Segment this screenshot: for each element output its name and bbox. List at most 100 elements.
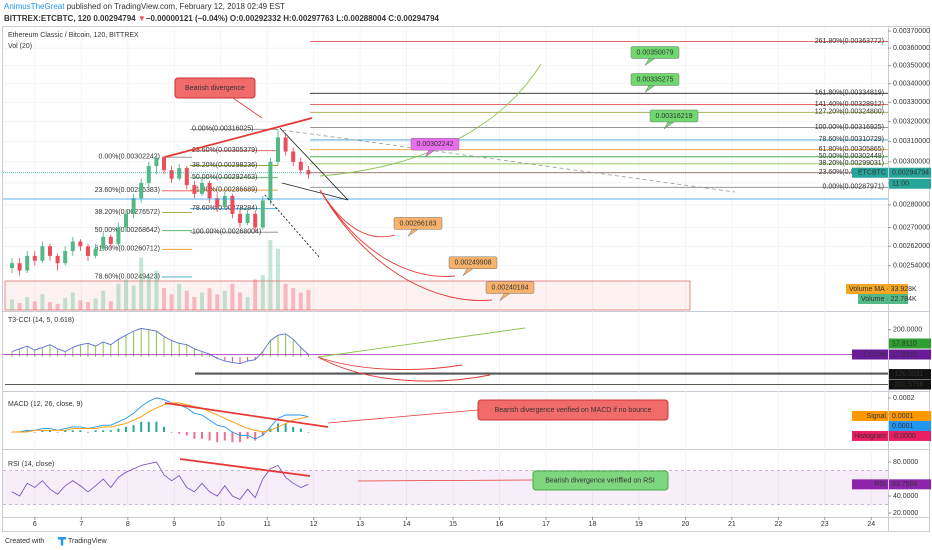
volume-bar bbox=[10, 299, 14, 310]
outer-frame bbox=[2, 26, 930, 532]
volume-bar bbox=[86, 302, 90, 310]
volume-bar bbox=[230, 283, 235, 310]
x-tick-label: 21 bbox=[728, 521, 736, 528]
annotation: Bearish divergence verified on MACD if n… bbox=[495, 407, 652, 414]
x-tick-label: 11 bbox=[264, 521, 271, 528]
fib-label: 141.40%(0.00328912) bbox=[815, 101, 884, 108]
x-tick-label: 15 bbox=[449, 521, 457, 528]
candle-body bbox=[200, 182, 204, 194]
macd-hist bbox=[201, 431, 203, 439]
annotation: Bearish divergence bbox=[185, 85, 245, 92]
badge-name: ETCBTC bbox=[858, 170, 886, 177]
candle-body bbox=[93, 248, 98, 256]
ohlc: O:0.00292332 bbox=[230, 14, 282, 23]
callout-label: 0.00350079 bbox=[637, 49, 674, 56]
fib-label: 38.20%(0.00276572) bbox=[95, 209, 160, 216]
pane-title: T3-CCI (14, 5, 0.618) bbox=[8, 317, 74, 324]
macd-divergence bbox=[164, 402, 329, 428]
callout-label: 0.00249908 bbox=[455, 260, 492, 267]
callout-box bbox=[485, 281, 535, 294]
x-tick-label: 13 bbox=[356, 521, 364, 528]
macd-hist bbox=[41, 430, 44, 432]
macd-hist bbox=[185, 431, 188, 436]
macd-hist bbox=[64, 430, 67, 432]
divergence-line bbox=[164, 117, 313, 158]
fib-label: 61.80%(0.00260712) bbox=[95, 246, 160, 253]
y-tick-label: 200.0000 bbox=[893, 327, 922, 334]
range-box bbox=[4, 280, 691, 311]
callout-label: 0.00316219 bbox=[656, 113, 693, 120]
pointer bbox=[357, 479, 534, 482]
candle-body bbox=[192, 185, 197, 194]
x-tick-label: 24 bbox=[867, 521, 875, 528]
macd-hist bbox=[307, 431, 310, 433]
badge-name: Histogram bbox=[854, 433, 886, 440]
candle-body bbox=[276, 137, 280, 162]
volume-bar bbox=[207, 288, 212, 310]
candle-body bbox=[10, 263, 14, 269]
pane-title: Vol (20) bbox=[8, 43, 32, 50]
fib-label: 50.00%(0.00292463) bbox=[192, 174, 257, 181]
macd-hist bbox=[33, 431, 36, 433]
volume-bar bbox=[169, 294, 174, 310]
volume-bar bbox=[17, 303, 22, 310]
fib-label: 38.20%(0.00299031) bbox=[819, 160, 884, 167]
y-tick-label: 0.00330000 bbox=[893, 99, 930, 106]
fib-label: 161.80%(0.00334819) bbox=[815, 90, 884, 97]
ohlc: H:0.00297763 bbox=[283, 14, 334, 23]
volume-bar bbox=[40, 294, 45, 310]
badge-box bbox=[846, 284, 908, 294]
grid bbox=[3, 27, 891, 520]
volume-bar bbox=[260, 275, 265, 310]
badge-value: 0.00294794 bbox=[892, 170, 929, 177]
fib-label: 23.60%(0.00286383) bbox=[95, 187, 160, 194]
x-tick-label: 9 bbox=[172, 521, 176, 528]
footer-brand[interactable]: TradingView bbox=[68, 538, 107, 545]
cci-line bbox=[11, 327, 309, 365]
callout-box bbox=[649, 109, 699, 123]
x-tick-label: 14 bbox=[403, 521, 411, 528]
badge-value: 17.8110 bbox=[892, 351, 917, 358]
badge-value: 0.0001 bbox=[892, 423, 914, 430]
candle-body bbox=[222, 196, 227, 208]
candle-body bbox=[154, 157, 159, 166]
candle-body bbox=[124, 213, 128, 228]
x-tick-label: 7 bbox=[79, 521, 83, 528]
candle-body bbox=[207, 182, 212, 199]
candle-body bbox=[230, 196, 235, 214]
candle-body bbox=[260, 200, 265, 228]
callout-box bbox=[630, 73, 680, 86]
x-tick-label: 10 bbox=[217, 521, 225, 528]
candle-body bbox=[32, 255, 37, 261]
y-tick-label: 0.00300000 bbox=[893, 159, 930, 166]
macd-hist bbox=[147, 421, 150, 432]
fib-label: 78.60%(0.00249423) bbox=[95, 273, 160, 280]
y-tick-label: 0.00280000 bbox=[893, 202, 930, 209]
fib-label: 0.00%(0.00287971) bbox=[823, 184, 885, 191]
rsi-band bbox=[3, 470, 888, 505]
volume-bar bbox=[131, 285, 136, 310]
fib-label: 50.00%(0.00302448) bbox=[819, 153, 884, 160]
series bbox=[3, 129, 888, 500]
header-line: AnimusTheGreat published on TradingView.… bbox=[4, 2, 285, 11]
y-tick-label: 0.00320000 bbox=[893, 118, 930, 125]
badge-name: Signal bbox=[867, 413, 887, 420]
volume-bar bbox=[184, 290, 189, 310]
candle-body bbox=[40, 246, 45, 261]
x-tick-label: 19 bbox=[635, 521, 643, 528]
last: 0.00294794 bbox=[93, 14, 136, 23]
macd-hist bbox=[94, 430, 97, 432]
volume-bar bbox=[32, 301, 37, 310]
badge-name-box bbox=[852, 167, 888, 178]
volume-bar bbox=[70, 292, 75, 310]
badge-value: 0.0001 bbox=[892, 413, 914, 420]
projection-down bbox=[319, 189, 456, 277]
author[interactable]: AnimusTheGreat bbox=[4, 2, 65, 11]
volume-bar bbox=[154, 270, 159, 310]
badge-value: Volume MA · 33.928K bbox=[849, 286, 917, 293]
frames bbox=[2, 26, 930, 532]
macd-hist bbox=[71, 430, 74, 432]
candle-body bbox=[17, 263, 22, 271]
macd-hist bbox=[178, 431, 181, 434]
